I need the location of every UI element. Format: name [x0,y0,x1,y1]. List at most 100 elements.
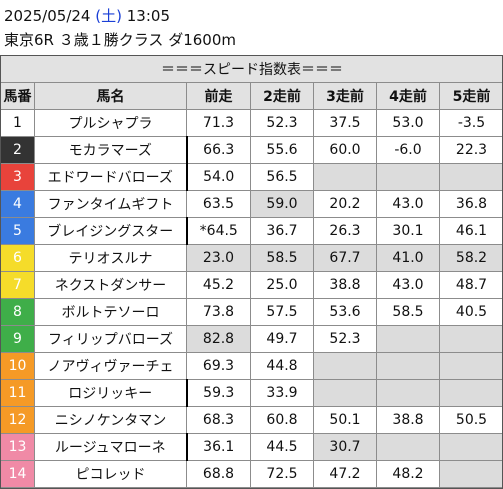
speed-index-cell: 71.3 [187,110,251,137]
horse-name: フィリップバローズ [35,326,187,353]
speed-index-cell: 26.3 [314,218,377,245]
speed-index-cell: 63.5 [187,191,251,218]
speed-index-cell: 45.2 [187,272,251,299]
speed-index-cell [377,380,440,407]
speed-index-cell: 66.3 [187,137,251,164]
col-header-5th: 5走前 [440,83,503,110]
horse-name: ニシノケンタマン [35,407,187,434]
race-weekday: 土 [101,7,116,25]
speed-index-cell: 20.2 [314,191,377,218]
speed-index-cell: 47.2 [314,461,377,488]
speed-index-cell [377,353,440,380]
col-header-number: 馬番 [1,83,35,110]
speed-index-cell: 50.1 [314,407,377,434]
speed-index-cell: 55.6 [251,137,314,164]
speed-index-cell: 68.3 [187,407,251,434]
horse-number: 7 [1,272,35,299]
speed-index-cell: 58.2 [440,245,503,272]
horse-number: 1 [1,110,35,137]
horse-number: 12 [1,407,35,434]
speed-index-cell [440,164,503,191]
speed-index-cell: -6.0 [377,137,440,164]
speed-index-cell: 59.3 [187,380,251,407]
horse-name: ルージュマローネ [35,434,187,461]
speed-index-cell: 56.5 [251,164,314,191]
horse-name: ノアヴィヴァーチェ [35,353,187,380]
horse-number: 8 [1,299,35,326]
speed-index-cell: 43.0 [377,272,440,299]
speed-index-table: ＝＝＝スピード指数表＝＝＝ 馬番 馬名 前走 2走前 3走前 4走前 5走前 1… [0,55,503,488]
horse-number: 6 [1,245,35,272]
speed-index-cell [440,380,503,407]
race-title: 東京6R ３歳１勝クラス ダ1600m [4,31,236,49]
horse-number: 3 [1,164,35,191]
speed-index-cell: 58.5 [251,245,314,272]
horse-number: 13 [1,434,35,461]
race-header: 2025/05/24 (土) 13:05 東京6R ３歳１勝クラス ダ1600m [0,0,503,58]
race-time: 13:05 [127,7,170,25]
speed-index-cell [440,461,503,488]
horse-number: 14 [1,461,35,488]
speed-index-cell: 44.8 [251,353,314,380]
speed-index-cell: 44.5 [251,434,314,461]
race-datetime: 2025/05/24 (土) 13:05 [4,7,170,25]
speed-index-cell [314,164,377,191]
race-date: 2025/05/24 [4,7,90,25]
horse-name: エドワードバローズ [35,164,187,191]
horse-number: 4 [1,191,35,218]
speed-index-cell: 54.0 [187,164,251,191]
horse-name: ブレイジングスター [35,218,187,245]
horse-number: 10 [1,353,35,380]
horse-number: 5 [1,218,35,245]
speed-index-cell: *64.5 [187,218,251,245]
col-header-3rd: 3走前 [314,83,377,110]
speed-index-cell: 48.2 [377,461,440,488]
table-title: ＝＝＝スピード指数表＝＝＝ [1,56,503,83]
speed-index-cell: 68.8 [187,461,251,488]
speed-index-cell: 36.1 [187,434,251,461]
speed-index-cell: 37.5 [314,110,377,137]
speed-index-cell: 23.0 [187,245,251,272]
speed-index-cell: 50.5 [440,407,503,434]
speed-index-cell: 36.8 [440,191,503,218]
speed-index-cell: 38.8 [314,272,377,299]
speed-index-cell: 38.8 [377,407,440,434]
speed-index-cell: 82.8 [187,326,251,353]
speed-index-cell [314,353,377,380]
speed-index-cell: 57.5 [251,299,314,326]
speed-index-cell: 69.3 [187,353,251,380]
horse-number: 9 [1,326,35,353]
speed-index-cell: -3.5 [440,110,503,137]
horse-name: ロジリッキー [35,380,187,407]
horse-number: 11 [1,380,35,407]
horse-name: ボルトテソーロ [35,299,187,326]
speed-index-cell: 72.5 [251,461,314,488]
speed-index-cell: 60.0 [314,137,377,164]
column-header-row: 馬番 馬名 前走 2走前 3走前 4走前 5走前 [1,83,503,110]
speed-index-cell: 33.9 [251,380,314,407]
speed-index-cell [314,380,377,407]
speed-index-cell [440,326,503,353]
speed-index-cell: 46.1 [440,218,503,245]
speed-index-cell [440,434,503,461]
speed-index-cell: 41.0 [377,245,440,272]
speed-index-cell: 49.7 [251,326,314,353]
horse-name: ピコレッド [35,461,187,488]
col-header-last: 前走 [187,83,251,110]
speed-index-cell: 53.0 [377,110,440,137]
speed-index-cell: 36.7 [251,218,314,245]
speed-index-cell: 67.7 [314,245,377,272]
speed-index-cell: 59.0 [251,191,314,218]
horse-name: プルシャプラ [35,110,187,137]
